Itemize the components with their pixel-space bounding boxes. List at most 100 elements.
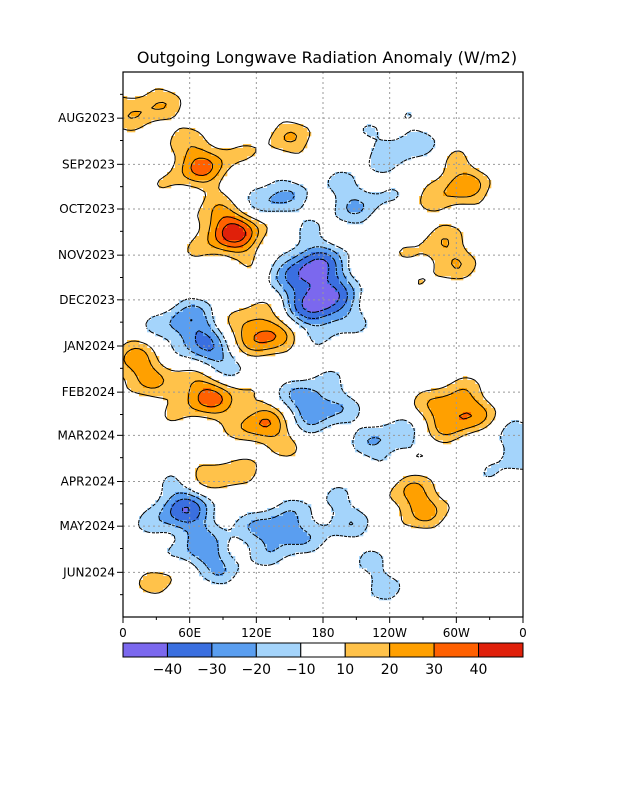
heatmap-cell	[255, 512, 260, 517]
heatmap-cell	[267, 552, 272, 557]
heatmap-cell	[367, 128, 372, 133]
heatmap-cell	[179, 332, 184, 337]
heatmap-cell	[243, 416, 248, 421]
heatmap-cell	[163, 92, 168, 97]
heatmap-cell	[179, 520, 184, 525]
heatmap-cell	[207, 536, 212, 541]
heatmap-cell	[215, 476, 220, 481]
heatmap-cell	[475, 420, 480, 425]
heatmap-cell	[243, 432, 248, 437]
heatmap-cell	[439, 432, 444, 437]
heatmap-cell	[323, 284, 328, 289]
heatmap-cell	[327, 376, 332, 381]
heatmap-cell	[447, 248, 452, 253]
heatmap-cell	[415, 484, 420, 489]
heatmap-cell	[375, 164, 380, 169]
heatmap-cell	[195, 336, 200, 341]
heatmap-cell	[271, 144, 276, 149]
heatmap-cell	[243, 436, 248, 441]
heatmap-cell	[371, 568, 376, 573]
heatmap-cell	[243, 236, 248, 241]
heatmap-cell	[327, 380, 332, 385]
heatmap-cell	[435, 512, 440, 517]
heatmap-cell	[447, 252, 452, 257]
heatmap-cell	[303, 132, 308, 137]
heatmap-cell	[307, 548, 312, 553]
heatmap-cell	[263, 556, 268, 561]
heatmap-cell	[167, 112, 172, 117]
heatmap-cell	[519, 436, 524, 441]
heatmap-cell	[195, 144, 200, 149]
heatmap-cell	[267, 352, 272, 357]
heatmap-cell	[283, 136, 288, 141]
heatmap-cell	[259, 336, 264, 341]
heatmap-cell	[175, 332, 180, 337]
heatmap-cell	[471, 176, 476, 181]
heatmap-cell	[191, 500, 196, 505]
heatmap-cell	[151, 112, 156, 117]
heatmap-cell	[455, 380, 460, 385]
heatmap-cell	[211, 544, 216, 549]
heatmap-cell	[319, 284, 324, 289]
heatmap-cell	[187, 324, 192, 329]
heatmap-cell	[443, 260, 448, 265]
x-axis-ticks: 0 60E 120E 180 120W 60W 0	[119, 617, 527, 640]
heatmap-cell	[183, 396, 188, 401]
heatmap-cell	[235, 252, 240, 257]
heatmap-cell	[199, 140, 204, 145]
heatmap-cell	[427, 392, 432, 397]
heatmap-cell	[255, 560, 260, 565]
heatmap-cell	[183, 332, 188, 337]
heatmap-cell	[255, 412, 260, 417]
heatmap-cell	[231, 148, 236, 153]
heatmap-cell	[175, 372, 180, 377]
heatmap-cell	[203, 392, 208, 397]
heatmap-cell	[167, 496, 172, 501]
heatmap-cell	[231, 464, 236, 469]
heatmap-cell	[187, 496, 192, 501]
heatmap-cell	[151, 516, 156, 521]
heatmap-cell	[175, 104, 180, 109]
heatmap-cell	[503, 440, 508, 445]
heatmap-cell	[407, 440, 412, 445]
heatmap-cell	[211, 508, 216, 513]
heatmap-cell	[279, 200, 284, 205]
heatmap-cell	[507, 452, 512, 457]
heatmap-cell	[207, 540, 212, 545]
heatmap-cell	[463, 432, 468, 437]
heatmap-cell	[367, 200, 372, 205]
heatmap-cell	[187, 332, 192, 337]
heatmap-cell	[247, 336, 252, 341]
heatmap-cell	[487, 408, 492, 413]
heatmap-cell	[191, 332, 196, 337]
heatmap-cell	[299, 532, 304, 537]
heatmap-cell	[239, 148, 244, 153]
heatmap-cell	[407, 436, 412, 441]
heatmap-cell	[411, 504, 416, 509]
heatmap-cell	[139, 388, 144, 393]
heatmap-cell	[167, 316, 172, 321]
heatmap-cell	[171, 496, 176, 501]
heatmap-cell	[439, 272, 444, 277]
heatmap-cell	[475, 428, 480, 433]
heatmap-cell	[299, 272, 304, 277]
heatmap-cell	[395, 500, 400, 505]
heatmap-cell	[327, 264, 332, 269]
heatmap-cell	[311, 240, 316, 245]
heatmap-cell	[191, 152, 196, 157]
heatmap-cell	[447, 188, 452, 193]
heatmap-cell	[227, 224, 232, 229]
heatmap-cell	[227, 160, 232, 165]
heatmap-cell	[287, 396, 292, 401]
heatmap-cell	[255, 416, 260, 421]
heatmap-cell	[283, 436, 288, 441]
heatmap-cell	[387, 424, 392, 429]
heatmap-cell	[447, 196, 452, 201]
heatmap-cell	[211, 192, 216, 197]
heatmap-cell	[179, 488, 184, 493]
heatmap-cell	[307, 392, 312, 397]
heatmap-cell	[243, 152, 248, 157]
heatmap-cell	[447, 228, 452, 233]
heatmap-cell	[379, 556, 384, 561]
heatmap-cell	[355, 528, 360, 533]
